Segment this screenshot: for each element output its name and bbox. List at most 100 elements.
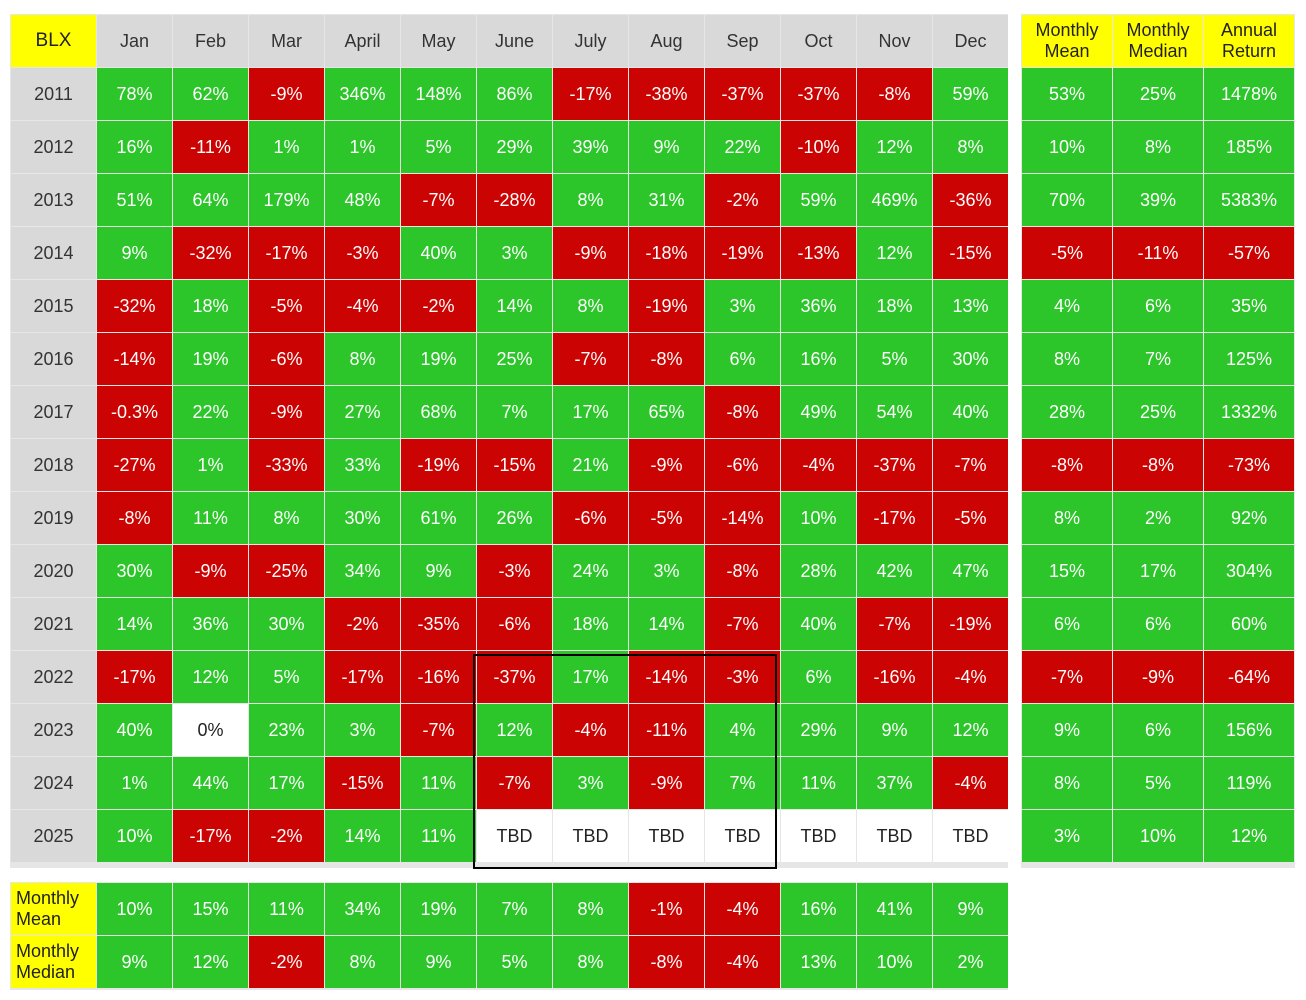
return-cell: 40% — [97, 704, 172, 756]
summary-cell: 6% — [1113, 704, 1203, 756]
return-cell: 14% — [325, 810, 400, 862]
yearly-summary-table: Monthly Mean Monthly Median Annual Return 5… — [1021, 14, 1295, 868]
return-cell: 11% — [781, 757, 856, 809]
summary-cell: 70% — [1022, 174, 1112, 226]
summary-cell: -73% — [1204, 439, 1294, 491]
return-cell: -11% — [629, 704, 704, 756]
return-cell: 86% — [477, 68, 552, 120]
return-cell: 3% — [477, 227, 552, 279]
return-cell: 8% — [553, 280, 628, 332]
return-cell: -6% — [705, 439, 780, 491]
return-cell: -36% — [933, 174, 1008, 226]
summary-cell: 17% — [1113, 545, 1203, 597]
return-cell: 1% — [325, 121, 400, 173]
summary-cell: -9% — [1113, 651, 1203, 703]
summary-cell: 1478% — [1204, 68, 1294, 120]
return-cell: 28% — [781, 545, 856, 597]
year-label: 2013 — [11, 174, 96, 226]
summary-cell: 8% — [1113, 121, 1203, 173]
return-cell: 18% — [553, 598, 628, 650]
return-cell: -15% — [933, 227, 1008, 279]
summary-cell: 92% — [1204, 492, 1294, 544]
return-cell: 3% — [325, 704, 400, 756]
month-header: Sep — [705, 15, 780, 67]
year-label: 2024 — [11, 757, 96, 809]
bottom-value-cell: -4% — [705, 936, 780, 988]
return-cell: 59% — [933, 68, 1008, 120]
return-cell: 1% — [97, 757, 172, 809]
return-cell: 1% — [249, 121, 324, 173]
return-cell: 27% — [325, 386, 400, 438]
return-cell: -35% — [401, 598, 476, 650]
return-cell: 47% — [933, 545, 1008, 597]
bottom-value-cell: 8% — [553, 883, 628, 935]
return-cell: 24% — [553, 545, 628, 597]
return-cell: -37% — [705, 68, 780, 120]
return-cell: 346% — [325, 68, 400, 120]
return-cell: 68% — [401, 386, 476, 438]
summary-cell: 15% — [1022, 545, 1112, 597]
summary-header: Monthly Mean — [1022, 15, 1112, 67]
year-label: 2015 — [11, 280, 96, 332]
return-cell: 18% — [173, 280, 248, 332]
month-header: Dec — [933, 15, 1008, 67]
return-cell: 54% — [857, 386, 932, 438]
return-cell: -7% — [401, 174, 476, 226]
return-cell: -17% — [325, 651, 400, 703]
month-header: July — [553, 15, 628, 67]
return-cell: TBD — [553, 810, 628, 862]
return-cell: -5% — [933, 492, 1008, 544]
return-cell: -17% — [857, 492, 932, 544]
return-cell: 9% — [401, 545, 476, 597]
summary-cell: 35% — [1204, 280, 1294, 332]
return-cell: 11% — [401, 757, 476, 809]
return-cell: -17% — [553, 68, 628, 120]
return-cell: 33% — [325, 439, 400, 491]
return-cell: -17% — [173, 810, 248, 862]
return-cell: 36% — [781, 280, 856, 332]
return-cell: 36% — [173, 598, 248, 650]
bottom-value-cell: -2% — [249, 936, 324, 988]
bottom-value-cell: 12% — [173, 936, 248, 988]
summary-cell: -7% — [1022, 651, 1112, 703]
return-cell: 12% — [857, 227, 932, 279]
return-cell: 179% — [249, 174, 324, 226]
return-cell: 14% — [477, 280, 552, 332]
return-cell: 17% — [249, 757, 324, 809]
return-cell: -8% — [97, 492, 172, 544]
return-cell: 3% — [553, 757, 628, 809]
corner-label: BLX — [11, 15, 96, 67]
return-cell: 10% — [97, 810, 172, 862]
summary-cell: -8% — [1113, 439, 1203, 491]
return-cell: 9% — [629, 121, 704, 173]
return-cell: 6% — [705, 333, 780, 385]
monthly-summary-table: Monthly Mean 10% 15% 11% 34% 19% 7% 8% -1% -4% 16%… — [10, 882, 1008, 990]
return-cell: -9% — [249, 68, 324, 120]
summary-cell: 9% — [1022, 704, 1112, 756]
return-cell: -5% — [629, 492, 704, 544]
return-cell: 0% — [173, 704, 248, 756]
year-label: 2023 — [11, 704, 96, 756]
month-header: Jan — [97, 15, 172, 67]
return-cell: -3% — [477, 545, 552, 597]
return-cell: 40% — [933, 386, 1008, 438]
return-cell: -4% — [553, 704, 628, 756]
return-cell: -0.3% — [97, 386, 172, 438]
bottom-value-cell: 15% — [173, 883, 248, 935]
bottom-value-cell: 13% — [781, 936, 856, 988]
summary-cell: 6% — [1113, 280, 1203, 332]
summary-header: Annual Return — [1204, 15, 1294, 67]
return-cell: 8% — [325, 333, 400, 385]
return-cell: -37% — [781, 68, 856, 120]
return-cell: 30% — [249, 598, 324, 650]
return-cell: 44% — [173, 757, 248, 809]
return-cell: TBD — [705, 810, 780, 862]
return-cell: -19% — [629, 280, 704, 332]
return-cell: -14% — [705, 492, 780, 544]
return-cell: 4% — [705, 704, 780, 756]
return-cell: -7% — [401, 704, 476, 756]
return-cell: -9% — [173, 545, 248, 597]
return-cell: 65% — [629, 386, 704, 438]
return-cell: -17% — [249, 227, 324, 279]
return-cell: 16% — [781, 333, 856, 385]
